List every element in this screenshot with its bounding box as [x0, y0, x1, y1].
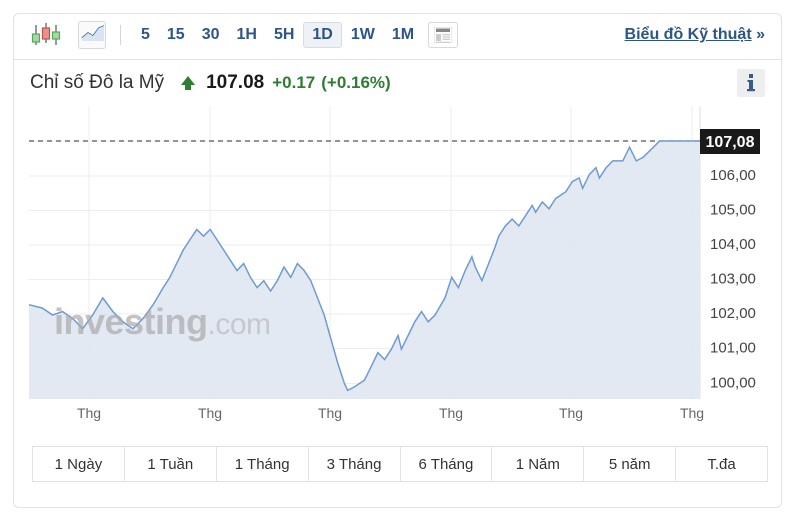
svg-text:Thg: Thg	[680, 405, 704, 421]
svg-text:Thg: Thg	[318, 405, 342, 421]
svg-text:Thg: Thg	[439, 405, 463, 421]
svg-text:Thg: Thg	[559, 405, 583, 421]
svg-text:Thg: Thg	[198, 405, 222, 421]
svg-text:Thg: Thg	[77, 405, 101, 421]
svg-text:105,00: 105,00	[710, 202, 756, 219]
svg-text:107,08: 107,08	[706, 134, 755, 151]
svg-text:103,00: 103,00	[710, 271, 756, 288]
svg-text:104,00: 104,00	[710, 236, 756, 253]
svg-text:100,00: 100,00	[710, 375, 756, 392]
svg-text:106,00: 106,00	[710, 167, 756, 184]
svg-text:101,00: 101,00	[710, 340, 756, 357]
svg-text:102,00: 102,00	[710, 305, 756, 322]
